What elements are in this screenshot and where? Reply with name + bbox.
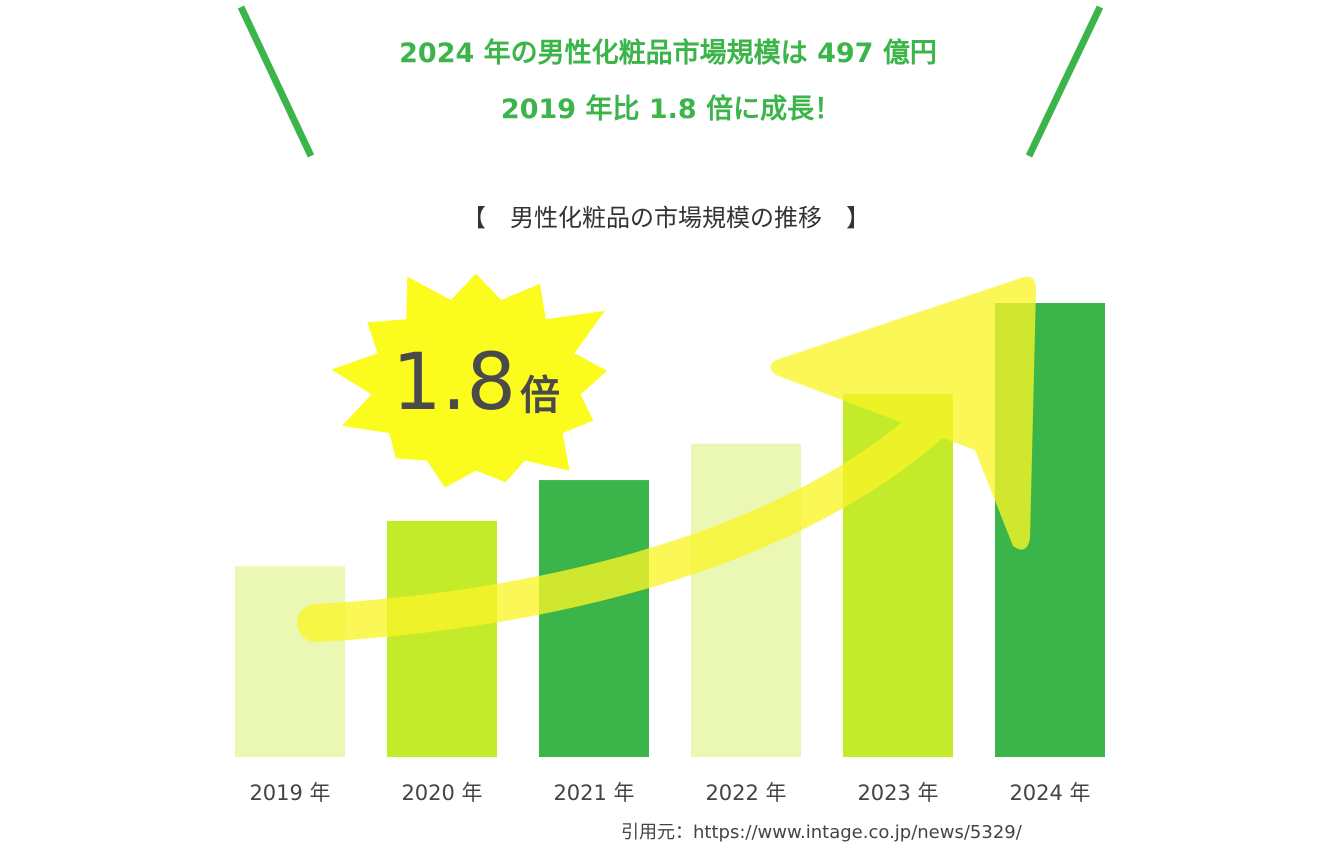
chart-title: 【 男性化粧品の市場規模の推移 】 [462,204,870,232]
bar-2019 [235,566,345,757]
bar-group [235,303,1105,757]
x-tick-label-2022: 2022 年 [705,781,786,805]
burst-unit: 倍 [520,373,560,419]
right-accent-slash [1025,5,1104,158]
x-tick-label-2023: 2023 年 [857,781,938,805]
headline-line-2: 2019 年比 1.8 倍に成長！ [501,93,841,125]
x-tick-label-2019: 2019 年 [249,781,330,805]
bar-2020 [387,520,497,757]
x-tick-label-2020: 2020 年 [401,781,482,805]
starburst-shape [331,273,608,488]
x-tick-label-2021: 2021 年 [553,781,634,805]
burst-multiplier: 1.8 [392,338,516,428]
x-tick-label-2024: 2024 年 [1009,781,1090,805]
left-accent-slash [237,5,315,158]
x-axis-labels: 2019 年 2020 年 2021 年 2022 年 2023 年 2024 年 [249,781,1090,805]
burst-callout: 1.8 倍 [331,273,608,488]
source-citation: 引用元：https://www.intage.co.jp/news/5329/ [621,822,1023,843]
bar-2022 [691,443,801,757]
bar-2021 [539,480,649,757]
growth-arrow [297,276,1036,642]
headline-line-1: 2024 年の男性化粧品市場規模は 497 億円 [399,37,937,69]
